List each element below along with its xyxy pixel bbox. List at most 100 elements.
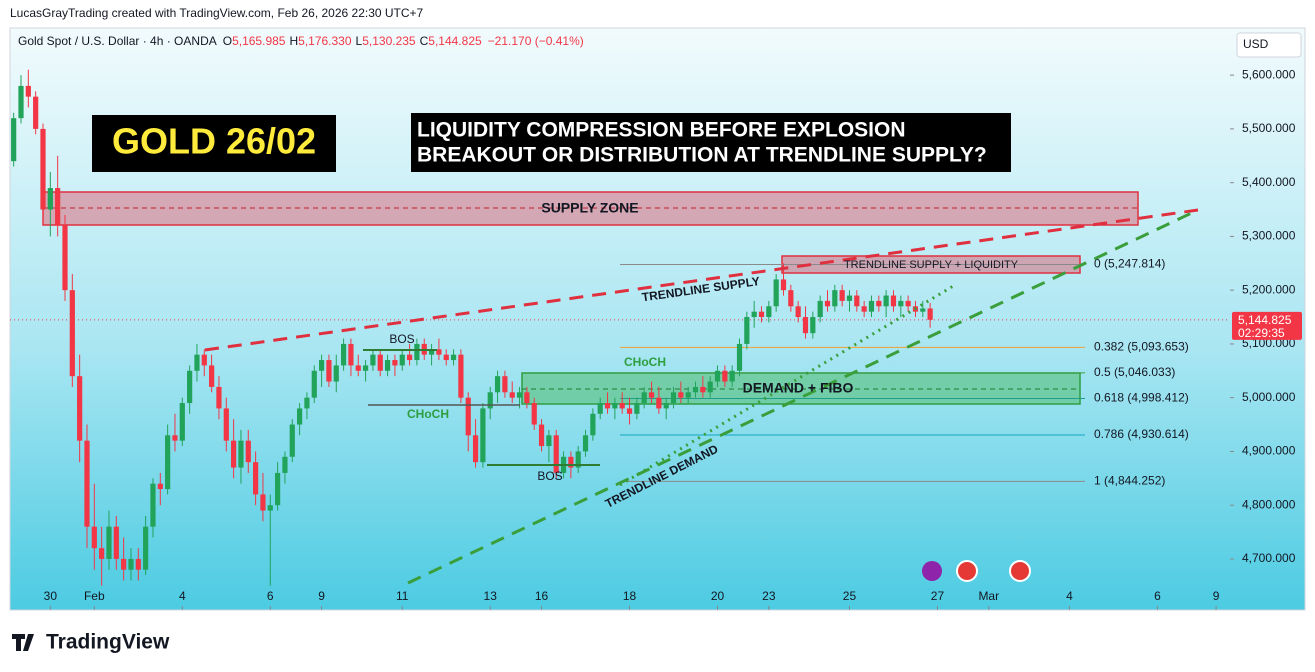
candle-body	[238, 440, 244, 468]
x-tick-label: 13	[484, 589, 498, 603]
candle-body	[99, 548, 105, 559]
x-tick-label: 11	[396, 589, 409, 603]
brand: TradingView	[46, 631, 170, 654]
currency: USD	[1243, 37, 1269, 51]
event-icon[interactable]	[956, 560, 978, 582]
y-tick-label: 5,500.000	[1242, 121, 1296, 135]
candle-body	[597, 403, 603, 414]
candle-body	[927, 308, 933, 320]
candle-body	[436, 349, 442, 355]
candle-body	[487, 392, 493, 409]
candle-body	[267, 505, 273, 511]
candle-body	[392, 360, 398, 366]
candle-body	[546, 435, 552, 447]
x-tick-label: 4	[1066, 589, 1073, 603]
x-tick-label: 23	[762, 589, 776, 603]
candle-body	[612, 403, 618, 409]
candle-body	[113, 526, 119, 559]
candle-body	[458, 354, 464, 398]
candle-body	[450, 354, 457, 361]
candle-body	[604, 403, 611, 409]
trendline-supply	[204, 208, 1199, 352]
x-tick-label: 18	[623, 589, 637, 603]
symbol-legend: Gold Spot / U.S. Dollar · 4h · OANDA O5,1…	[18, 34, 584, 48]
x-tick-label: 16	[535, 589, 549, 603]
candle-body	[465, 397, 471, 436]
event-icon[interactable]	[922, 561, 942, 581]
candle-body	[201, 354, 207, 366]
candle-body	[810, 317, 816, 334]
candle-body	[670, 392, 677, 404]
x-tick-label: Feb	[84, 589, 105, 603]
x-tick-label: 9	[1213, 589, 1220, 603]
candle-body	[898, 300, 904, 307]
demand-label: DEMAND + FIBO	[743, 380, 854, 396]
y-tick-label: 4,700.000	[1242, 551, 1296, 565]
candle-body	[920, 308, 926, 312]
candle-body	[868, 300, 875, 312]
candle-body	[33, 96, 39, 129]
legend-key: L	[356, 34, 363, 48]
candle-body	[253, 462, 259, 495]
candle-body	[905, 300, 911, 307]
candle-body	[714, 370, 721, 382]
candle-body	[223, 408, 229, 441]
bos-label: BOS	[537, 469, 562, 483]
candle-body	[40, 128, 46, 210]
candle-body	[121, 558, 127, 570]
candle-body	[707, 381, 713, 393]
fib-label: 0.786 (4,930.614)	[1094, 427, 1189, 441]
candle-body	[157, 483, 163, 490]
candle-body	[172, 435, 178, 441]
candle-body	[780, 279, 787, 291]
fib-label: 0.618 (4,998.412)	[1094, 391, 1189, 405]
candle-body	[150, 483, 156, 527]
y-tick-label: 5,300.000	[1242, 229, 1296, 243]
candle-body	[362, 365, 369, 371]
y-tick-label: 5,400.000	[1242, 175, 1296, 189]
candle-body	[788, 290, 794, 307]
candle-body	[861, 306, 867, 312]
candle-body	[568, 456, 574, 468]
candle-body	[340, 343, 347, 366]
candle-body	[663, 403, 669, 409]
candle-body	[414, 343, 420, 361]
y-tick-label: 5,600.000	[1242, 67, 1296, 81]
candle-body	[77, 376, 83, 441]
candle-body	[231, 440, 237, 468]
logo-mark	[12, 634, 34, 651]
x-tick-label: Mar	[978, 589, 999, 603]
candle-body	[678, 392, 684, 398]
candle-body	[11, 118, 17, 162]
countdown: 02:29:35	[1238, 326, 1285, 340]
candle-body	[384, 360, 391, 371]
candle-body	[817, 300, 823, 318]
candle-body	[209, 365, 215, 387]
candle-body	[318, 360, 325, 371]
candle-body	[304, 397, 310, 409]
candle-body	[634, 403, 640, 414]
currency-button[interactable]	[1236, 32, 1302, 58]
legend-value: 5,144.825	[428, 34, 482, 48]
candle-body	[494, 376, 501, 393]
candle-body	[524, 392, 530, 404]
candle-body	[275, 472, 281, 506]
candle-body	[832, 290, 838, 307]
fib-label: 0 (5,247.814)	[1094, 257, 1165, 271]
candle-body	[626, 408, 633, 414]
candle-body	[846, 295, 853, 301]
candle-body	[135, 558, 141, 570]
headline: BREAKOUT OR DISTRIBUTION AT TRENDLINE SU…	[417, 144, 987, 167]
candle-body	[641, 392, 647, 404]
y-tick-label: 4,900.000	[1242, 444, 1296, 458]
headline-box	[411, 113, 1011, 172]
choch-label: CHoCH	[407, 407, 449, 421]
candle-body	[47, 188, 53, 210]
event-icon[interactable]	[1009, 560, 1031, 582]
candle-body	[575, 451, 581, 468]
candle-body	[854, 295, 860, 307]
candle-body	[502, 376, 508, 393]
bos-label: BOS	[389, 332, 414, 346]
candle-body	[245, 440, 251, 463]
candle-body	[260, 494, 266, 511]
